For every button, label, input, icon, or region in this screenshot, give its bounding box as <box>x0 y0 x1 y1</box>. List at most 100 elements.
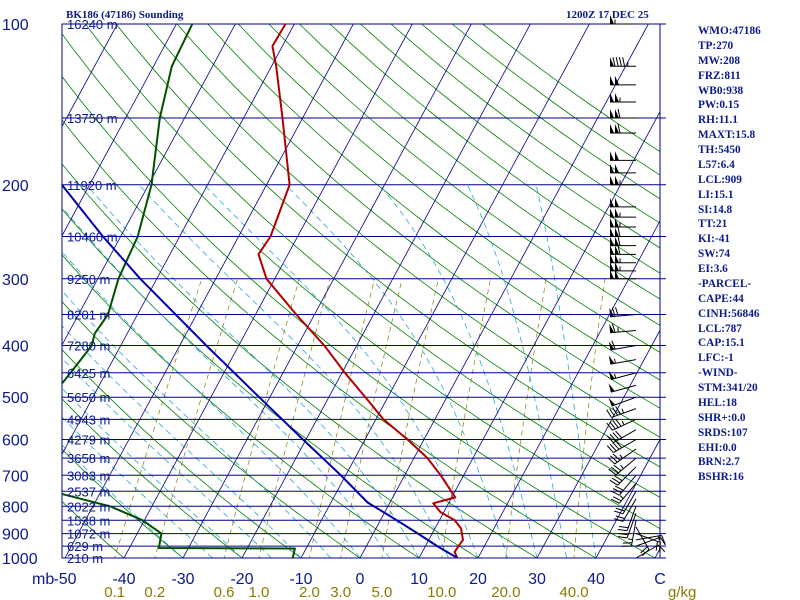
wind-barb-half-flag <box>628 538 633 541</box>
stability-indices-panel: WMO:47186 TP:270 MW:208 FRZ:811 WB0:938 PW:0.… <box>698 24 761 485</box>
wind-barb <box>617 506 637 532</box>
dry-adiabat <box>62 75 656 558</box>
wind-barb <box>610 57 636 67</box>
pressure-tick-label: 700 <box>2 468 29 485</box>
dry-adiabat <box>146 24 660 438</box>
wind-barb-pennant <box>610 151 614 161</box>
wind-barb-shaft <box>610 314 637 318</box>
wind-barb <box>610 15 636 25</box>
index-item: EI:3.6 <box>698 263 728 275</box>
wind-barb-flag <box>640 546 648 554</box>
index-item: TT:21 <box>698 218 728 231</box>
wind-barb-pennant <box>610 236 614 246</box>
wind-barb-flag <box>606 422 613 431</box>
wind-barb-pennant <box>615 175 619 185</box>
index-item: BRN:2.7 <box>698 456 740 469</box>
wind-barb <box>607 448 637 465</box>
isotherm <box>64 24 354 558</box>
wind-barb-flag <box>612 496 622 502</box>
moist-adiabat <box>138 184 449 558</box>
valid-time: 1200Z 17 DEC 25 <box>566 9 649 21</box>
index-item: RH:11.1 <box>698 114 738 127</box>
mixing-ratio-label: 2.0 <box>299 584 320 600</box>
wind-barb-shaft <box>610 384 637 393</box>
wind-barb-flag <box>617 108 621 119</box>
temperature-tick-label: 10 <box>410 571 428 588</box>
wind-barb-flag <box>606 409 612 418</box>
wind-barb-flag <box>618 533 629 536</box>
dry-adiabat <box>62 301 361 558</box>
isobar-height-label: 629 m <box>67 539 103 554</box>
wind-barb-pennant <box>615 124 619 133</box>
wind-barb <box>609 466 637 486</box>
wind-barb-half-flag <box>619 454 623 459</box>
temperature-tick-label: -20 <box>230 571 253 588</box>
wind-barb-pennant <box>608 397 616 407</box>
wind-barb-half-flag <box>619 495 624 499</box>
wind-barb-pennant <box>615 245 619 255</box>
wind-barb-pennant <box>610 253 614 263</box>
wind-barb-pennant <box>610 208 614 218</box>
wind-barb-shaft <box>635 526 650 550</box>
wind-barb-flag <box>615 406 622 415</box>
wind-barb-flag <box>617 123 621 134</box>
dry-adiabat <box>268 24 660 326</box>
temperature-tick-label: 30 <box>528 571 546 588</box>
wind-barb-flag <box>611 477 621 484</box>
moist-adiabat <box>285 184 508 558</box>
mixing-ratio-label: 0.6 <box>214 584 235 600</box>
index-item: CAPE:44 <box>698 292 744 305</box>
wind-barb-shaft <box>622 498 637 522</box>
moist-adiabat <box>535 184 597 558</box>
temperature-profile <box>257 24 464 558</box>
wind-barb-shaft <box>610 345 637 351</box>
dry-adiabat <box>237 24 660 353</box>
wind-barb-pennant <box>610 269 614 279</box>
isobar-height-label: 7280 m <box>67 339 110 354</box>
dry-adiabat <box>62 448 184 558</box>
wind-barb <box>610 261 636 272</box>
isotherm <box>595 438 660 558</box>
wind-barb-shaft <box>635 533 661 543</box>
wind-barb-flag <box>615 418 622 427</box>
wind-barb-flag <box>617 245 621 255</box>
wind-barb <box>635 526 650 557</box>
wind-barb <box>610 108 636 119</box>
dry-adiabat <box>115 24 660 468</box>
wind-barb-flag <box>617 536 628 539</box>
isobar-height-label: 210 m <box>67 551 103 566</box>
dry-adiabat <box>62 500 125 558</box>
wind-barb-flag <box>610 498 620 504</box>
mixing-ratio-line <box>340 278 403 558</box>
isobar-height-label: 8201 m <box>67 308 110 323</box>
dry-adiabat <box>207 24 660 381</box>
wind-barb <box>608 370 637 381</box>
mixing-ratio-label: 0.2 <box>144 584 165 600</box>
wind-barb-flag <box>661 535 666 545</box>
wind-barb-pennant <box>610 109 614 118</box>
index-item: STM:341/20 <box>698 382 758 394</box>
wind-barb-pennant <box>610 93 614 102</box>
wind-barb-shaft <box>614 448 637 465</box>
isotherm <box>123 24 413 558</box>
index-item: EHI:0.0 <box>698 441 737 454</box>
index-item: HEL:18 <box>698 396 737 409</box>
isotherm <box>182 24 472 558</box>
mixing-ratio-label: 0.1 <box>104 584 125 600</box>
wind-barb-pennant <box>610 227 614 237</box>
isotherm <box>536 329 660 558</box>
wind-barb-flag <box>612 442 620 450</box>
wind-barb-flag <box>614 485 624 491</box>
wind-barb-pennant <box>610 197 614 207</box>
wind-barb-shaft <box>615 457 637 476</box>
wind-barb <box>608 383 637 393</box>
temperature-tick-label: 20 <box>469 571 487 588</box>
wind-barb-flag <box>608 468 617 476</box>
pressure-unit-label: mb <box>32 571 54 588</box>
wind-barb <box>610 175 636 186</box>
temperature-tick-label: -40 <box>112 571 135 588</box>
index-item: LCL:909 <box>698 173 742 186</box>
wind-barb-pennant <box>610 245 614 255</box>
wind-barb <box>606 429 637 444</box>
